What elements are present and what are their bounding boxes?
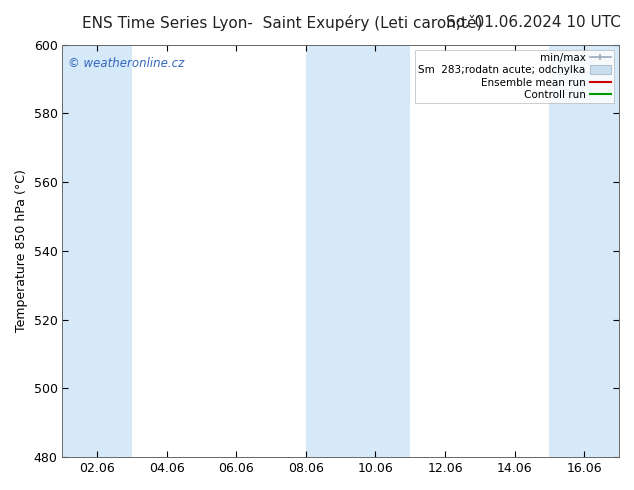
Text: © weatheronline.cz: © weatheronline.cz	[68, 57, 184, 70]
Bar	[550, 45, 619, 457]
Text: ENS Time Series Lyon-  Saint Exupéry (Leti caron;tě): ENS Time Series Lyon- Saint Exupéry (Let…	[82, 15, 483, 31]
Text: So. 01.06.2024 10 UTC: So. 01.06.2024 10 UTC	[446, 15, 621, 30]
Bar	[306, 45, 410, 457]
Bar	[62, 45, 132, 457]
Legend: min/max, Sm  283;rodatn acute; odchylka, Ensemble mean run, Controll run: min/max, Sm 283;rodatn acute; odchylka, …	[415, 49, 614, 103]
Y-axis label: Temperature 850 hPa (°C): Temperature 850 hPa (°C)	[15, 170, 28, 332]
